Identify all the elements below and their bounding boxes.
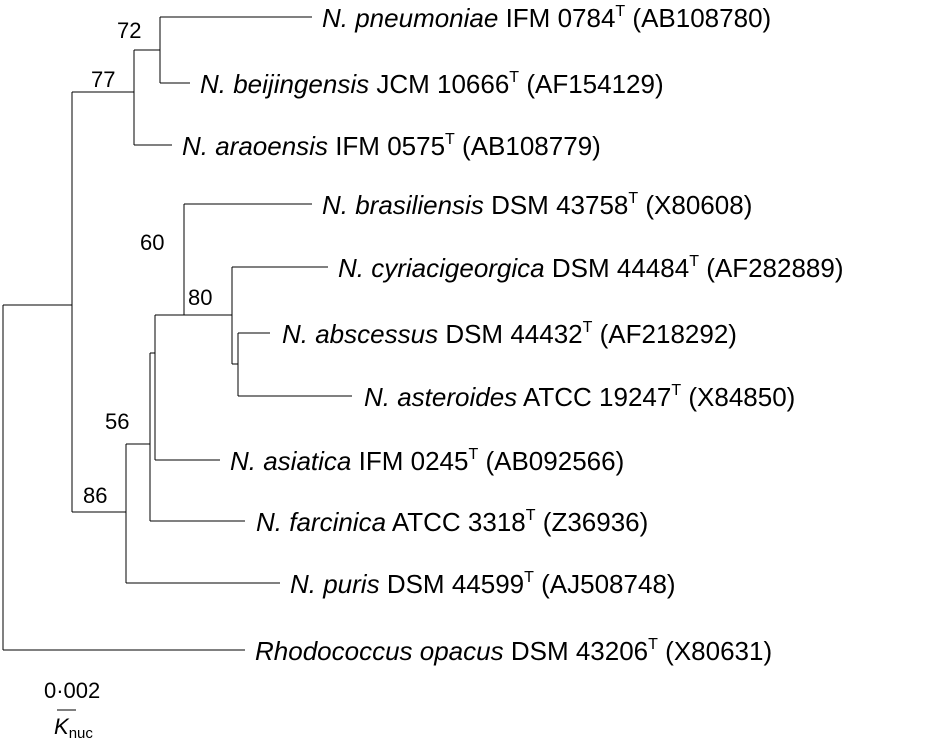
- bootstrap-value: 86: [83, 483, 107, 508]
- taxon-label-farcinica: N. farcinica ATCC 3318T (Z36936): [256, 507, 648, 537]
- taxon-label-abscessus: N. abscessus DSM 44432T (AF218292): [282, 319, 737, 349]
- scale-bar: 0·002 Knuc: [44, 678, 100, 740]
- scale-value: 0·002: [44, 678, 100, 703]
- bootstrap-value: 72: [117, 18, 141, 43]
- taxon-label-asteroides: N. asteroides ATCC 19247T (X84850): [364, 382, 795, 412]
- taxon-label-puris: N. puris DSM 44599T (AJ508748): [290, 569, 676, 599]
- scale-label: Knuc: [54, 714, 93, 740]
- taxon-label-rhodococcus: Rhodococcus opacus DSM 43206T (X80631): [255, 636, 772, 666]
- tree-branches: [2, 16, 352, 651]
- taxon-label-araoensis: N. araoensis IFM 0575T (AB108779): [182, 131, 601, 161]
- taxon-labels: N. pneumoniae IFM 0784T (AB108780) N. be…: [182, 3, 844, 666]
- taxon-label-asiatica: N. asiatica IFM 0245T (AB092566): [230, 446, 624, 476]
- bootstrap-value: 80: [188, 285, 212, 310]
- bootstrap-value: 60: [140, 230, 164, 255]
- taxon-label-pneumoniae: N. pneumoniae IFM 0784T (AB108780): [322, 3, 771, 33]
- bootstrap-value: 77: [91, 67, 115, 92]
- bootstrap-value: 56: [105, 409, 129, 434]
- bootstrap-values: 72 77 60 80 56 86: [83, 18, 212, 508]
- taxon-label-brasiliensis: N. brasiliensis DSM 43758T (X80608): [322, 190, 752, 220]
- taxon-label-beijingensis: N. beijingensis JCM 10666T (AF154129): [200, 69, 664, 99]
- taxon-label-cyriacigeorgica: N. cyriacigeorgica DSM 44484T (AF282889): [338, 253, 844, 283]
